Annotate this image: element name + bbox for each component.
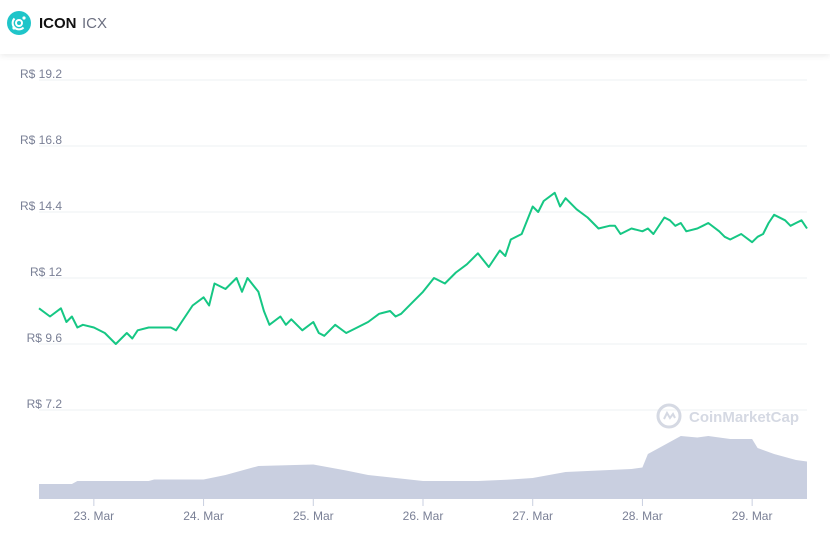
x-tick-label: 23. Mar (74, 509, 115, 523)
icon-coin-logo-icon (7, 11, 31, 35)
x-tick-label: 28. Mar (622, 509, 663, 523)
y-axis-labels: R$ 19.2 R$ 16.8 R$ 14.4 R$ 12 R$ 9.6 R$ 7.2 (20, 67, 62, 411)
y-tick-label: R$ 7.2 (27, 397, 63, 411)
x-tick-label: 29. Mar (732, 509, 773, 523)
x-tick-label: 24. Mar (183, 509, 224, 523)
coin-header: ICON ICX (0, 0, 830, 54)
volume-area (39, 436, 807, 499)
coinmarketcap-logo-icon (656, 403, 682, 429)
x-tick-label: 26. Mar (403, 509, 444, 523)
x-tick-label: 27. Mar (512, 509, 553, 523)
price-chart[interactable]: CoinMarketCap R$ 19.2 R$ 16.8 R$ 14.4 R$ 12… (0, 54, 830, 532)
price-line-layer (38, 191, 808, 345)
coin-symbol: ICX (82, 15, 108, 32)
y-tick-label: R$ 14.4 (20, 199, 62, 213)
grid-lines (39, 79, 807, 411)
y-tick-label: R$ 19.2 (20, 67, 62, 81)
price-chart-container: CoinMarketCap R$ 19.2 R$ 16.8 R$ 14.4 R$ 12… (0, 54, 830, 532)
coinmarketcap-watermark: CoinMarketCap (656, 403, 799, 429)
volume-area-layer (39, 436, 807, 499)
watermark-text: CoinMarketCap (689, 409, 799, 426)
y-tick-label: R$ 9.6 (27, 331, 63, 345)
coin-name: ICON (39, 15, 77, 32)
x-axis-labels: 23. Mar 24. Mar 25. Mar 26. Mar 27. Mar 28. M… (74, 499, 773, 523)
y-tick-label: R$ 16.8 (20, 133, 62, 147)
x-tick-label: 25. Mar (293, 509, 334, 523)
price-line[interactable] (38, 191, 808, 345)
y-tick-label: R$ 12 (30, 265, 62, 279)
